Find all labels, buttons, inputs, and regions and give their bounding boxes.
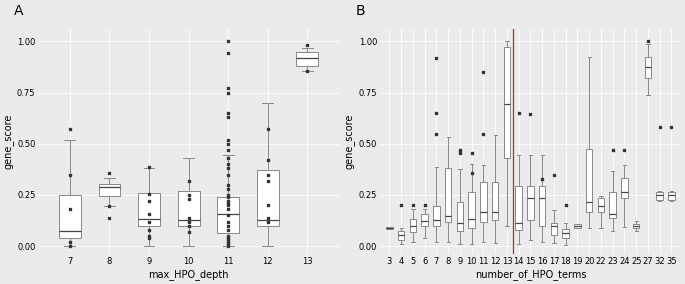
PathPatch shape [539,186,545,226]
PathPatch shape [297,52,319,66]
PathPatch shape [562,229,569,238]
PathPatch shape [217,197,239,233]
PathPatch shape [668,192,675,200]
PathPatch shape [503,47,510,158]
Text: A: A [14,4,24,18]
PathPatch shape [586,149,593,212]
PathPatch shape [527,186,534,220]
PathPatch shape [177,191,199,226]
PathPatch shape [433,206,440,226]
PathPatch shape [551,223,557,235]
PathPatch shape [59,195,81,238]
PathPatch shape [492,182,499,220]
X-axis label: number_of_HPO_terms: number_of_HPO_terms [475,269,586,280]
PathPatch shape [257,170,279,226]
PathPatch shape [138,193,160,226]
PathPatch shape [457,202,463,231]
PathPatch shape [656,192,663,200]
PathPatch shape [515,186,522,230]
PathPatch shape [645,57,651,78]
Y-axis label: gene_score: gene_score [346,114,356,170]
PathPatch shape [574,224,581,228]
PathPatch shape [410,218,416,232]
Text: B: B [356,4,366,18]
PathPatch shape [445,168,451,222]
PathPatch shape [469,192,475,228]
PathPatch shape [610,192,616,218]
PathPatch shape [386,227,393,229]
PathPatch shape [598,198,604,212]
X-axis label: max_HPO_depth: max_HPO_depth [149,269,229,280]
PathPatch shape [99,184,121,196]
PathPatch shape [621,178,627,198]
PathPatch shape [398,231,404,240]
Y-axis label: gene_score: gene_score [4,114,14,170]
PathPatch shape [421,214,428,226]
PathPatch shape [633,224,639,228]
PathPatch shape [480,182,486,222]
